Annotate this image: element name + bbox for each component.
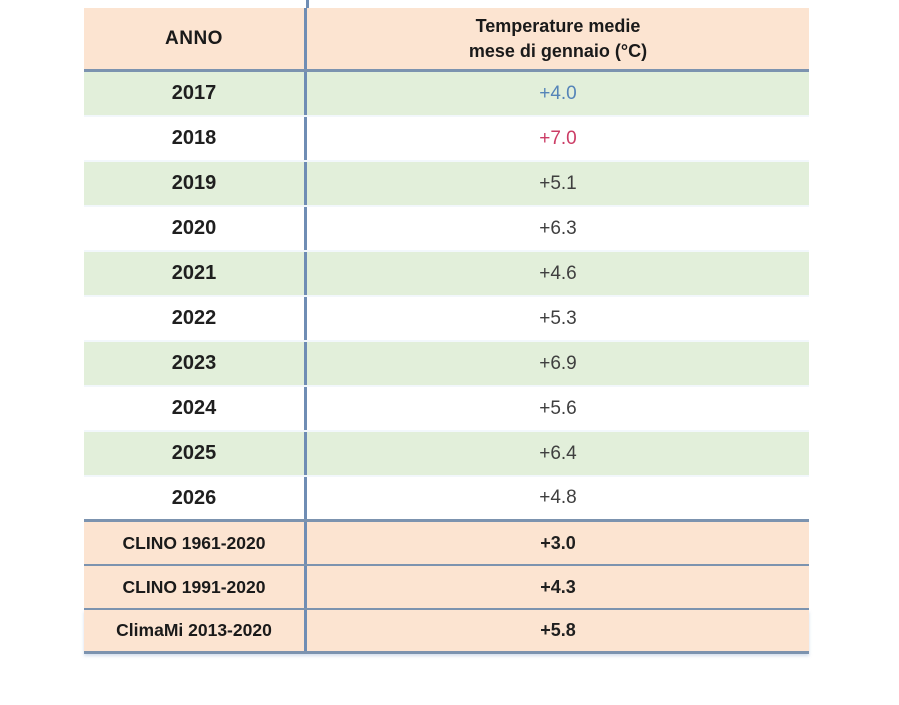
temperature-cell: +7.0 — [539, 127, 577, 149]
summary-temperature-cell: +5.8 — [540, 620, 576, 640]
temperature-cell: +4.6 — [539, 262, 577, 284]
table-row: 2018 +7.0 — [84, 117, 809, 162]
year-cell: 2020 — [84, 207, 307, 250]
header-temperature: Temperature medie mese di gennaio (°C) — [307, 8, 809, 69]
table-header-row: ANNO Temperature medie mese di gennaio (… — [84, 8, 809, 72]
table-row: 2017 +4.0 — [84, 72, 809, 117]
year-cell: 2022 — [84, 297, 307, 340]
summary-row: ClimaMi 2013-2020 +5.8 — [84, 610, 809, 654]
table-row: 2023 +6.9 — [84, 342, 809, 387]
table-row: 2025 +6.4 — [84, 432, 809, 477]
table-row: 2024 +5.6 — [84, 387, 809, 432]
temperature-cell: +6.4 — [539, 442, 577, 464]
table-row: 2026 +4.8 — [84, 477, 809, 522]
summary-temperature-cell: +4.3 — [540, 576, 576, 597]
table-row: 2021 +4.6 — [84, 252, 809, 297]
temperature-cell: +5.1 — [539, 172, 577, 194]
year-cell: 2023 — [84, 342, 307, 385]
year-cell: 2025 — [84, 432, 307, 475]
temperature-cell: +5.3 — [539, 307, 577, 329]
summary-row: CLINO 1961-2020 +3.0 — [84, 522, 809, 566]
temperature-cell: +4.8 — [539, 487, 577, 508]
table-row: 2022 +5.3 — [84, 297, 809, 342]
table-row: 2020 +6.3 — [84, 207, 809, 252]
column-divider-notch — [306, 0, 309, 8]
temperature-cell: +6.9 — [539, 352, 577, 374]
summary-label-cell: ClimaMi 2013-2020 — [84, 610, 307, 651]
temperature-cell: +5.6 — [539, 397, 577, 419]
summary-row: CLINO 1991-2020 +4.3 — [84, 566, 809, 610]
year-cell: 2018 — [84, 117, 307, 160]
summary-label-cell: CLINO 1991-2020 — [84, 566, 307, 608]
summary-label-cell: CLINO 1961-2020 — [84, 522, 307, 564]
year-cell: 2026 — [84, 477, 307, 519]
header-temperature-line2: mese di gennaio (°C) — [468, 40, 648, 61]
table-row: 2019 +5.1 — [84, 162, 809, 207]
year-cell: 2021 — [84, 252, 307, 295]
year-cell: 2024 — [84, 387, 307, 430]
temperature-cell: +6.3 — [539, 217, 577, 239]
summary-temperature-cell: +3.0 — [540, 532, 576, 553]
temperature-cell: +4.0 — [539, 82, 577, 104]
temperature-table: ANNO Temperature medie mese di gennaio (… — [84, 0, 809, 654]
header-temperature-line1: Temperature medie — [475, 16, 641, 37]
year-cell: 2019 — [84, 162, 307, 205]
header-anno: ANNO — [84, 8, 307, 69]
year-cell: 2017 — [84, 72, 307, 115]
